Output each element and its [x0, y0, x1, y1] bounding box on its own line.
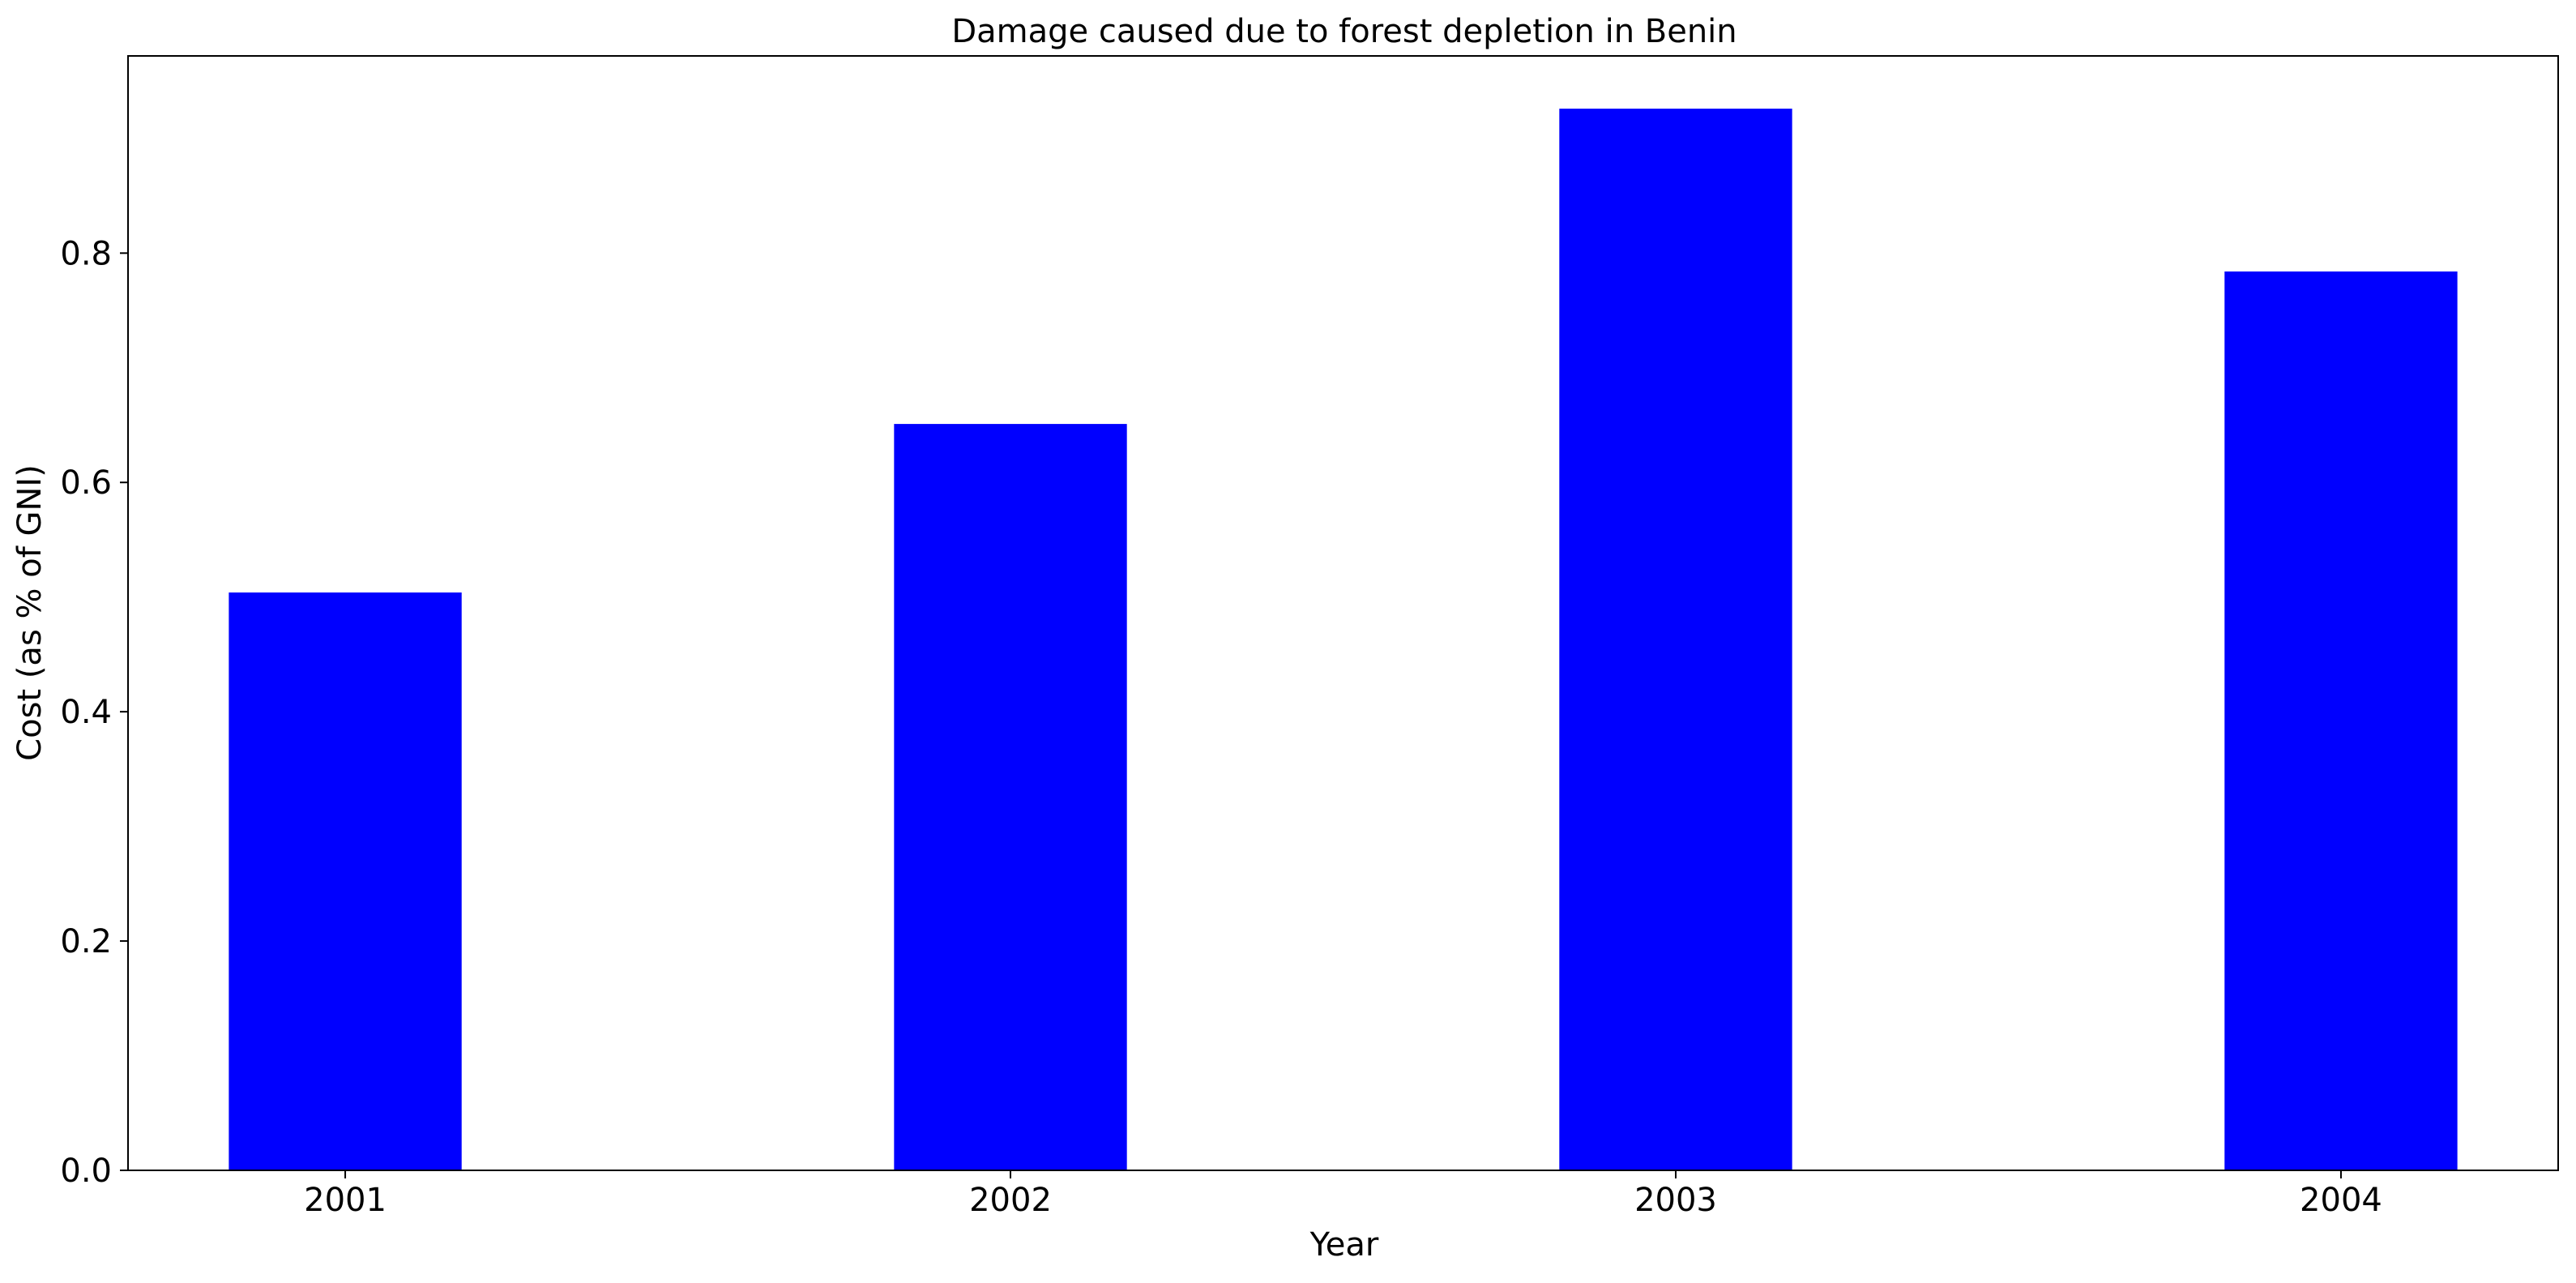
y-tick-label: 0.0 [60, 1153, 112, 1190]
y-tick-label: 0.6 [60, 464, 112, 502]
y-axis-label: Cost (as % of GNI) [11, 464, 49, 761]
chart-title: Damage caused due to forest depletion in… [951, 13, 1737, 50]
x-tick-label: 2002 [969, 1182, 1052, 1219]
x-axis-label: Year [1309, 1226, 1379, 1264]
x-tick-label: 2003 [1634, 1182, 1717, 1219]
y-tick-label: 0.4 [60, 694, 112, 731]
bar-2001 [229, 592, 462, 1170]
y-tick-label: 0.8 [60, 235, 112, 272]
plot-area-frame [127, 55, 2559, 1171]
bar-2003 [1559, 109, 1792, 1170]
bar-2002 [894, 424, 1127, 1170]
x-tick-label: 2001 [304, 1182, 387, 1219]
ticks-layer: 2001 2002 2003 2004 0.0 0.2 0.4 0.6 0.8 [60, 235, 2382, 1219]
x-tick-label: 2004 [2300, 1182, 2382, 1219]
bar-2004 [2224, 271, 2458, 1170]
y-tick-label: 0.2 [60, 923, 112, 960]
bars-layer [229, 109, 2458, 1170]
